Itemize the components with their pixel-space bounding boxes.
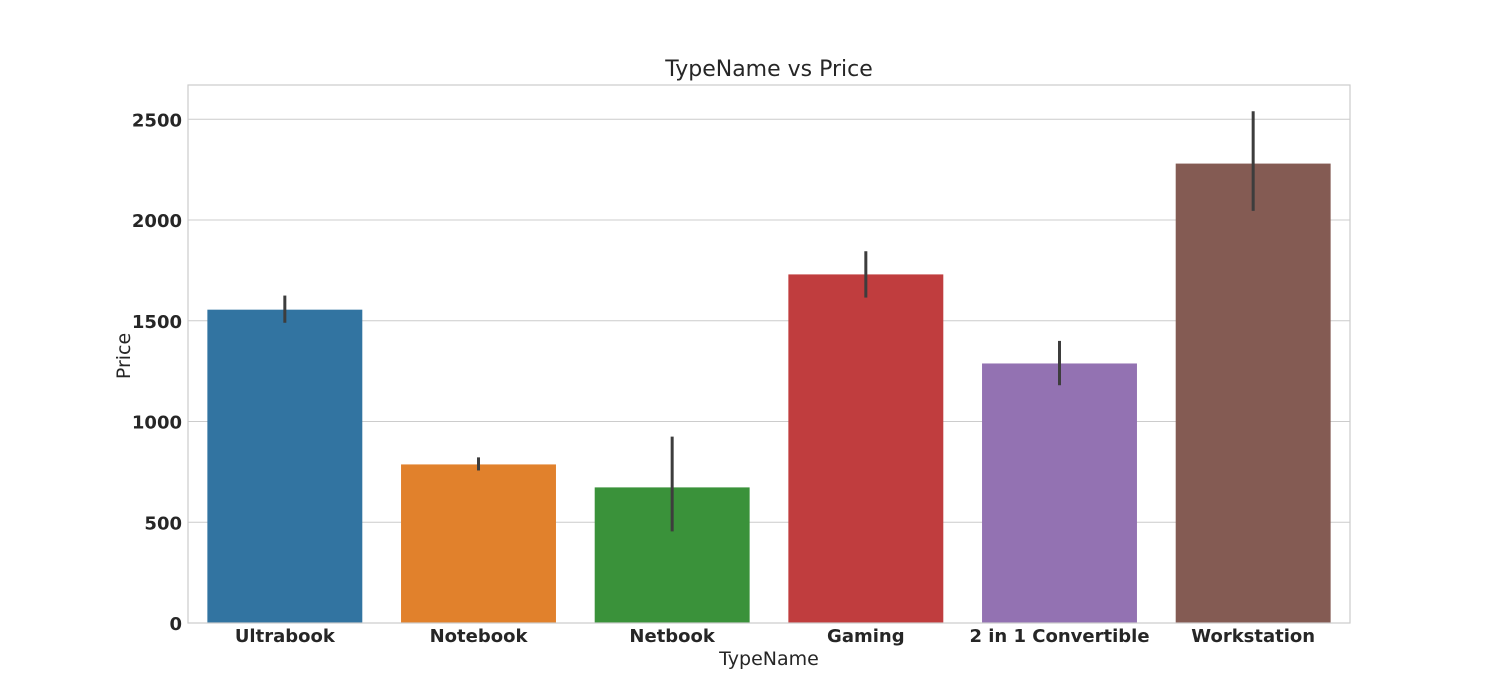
chart-title: TypeName vs Price (664, 57, 873, 82)
bars (207, 163, 1331, 623)
y-tick-labels: 0 500 1000 1500 2000 2500 (132, 110, 182, 635)
y-tick-label: 2500 (132, 110, 182, 131)
x-tick-label: Notebook (430, 626, 529, 647)
x-tick-label: Ultrabook (235, 626, 336, 647)
bar (401, 464, 556, 623)
y-tick-label: 1500 (132, 312, 182, 333)
x-tick-label: Workstation (1191, 626, 1315, 647)
bar (207, 309, 363, 623)
y-tick-label: 0 (169, 614, 182, 635)
x-tick-label: 2 in 1 Convertible (969, 626, 1149, 647)
bar (1175, 163, 1331, 623)
y-gridlines (188, 118, 1350, 523)
plot-frame (187, 84, 1351, 624)
bar (788, 274, 944, 623)
x-tick-label: Netbook (629, 626, 715, 647)
y-tick-label: 500 (144, 513, 182, 534)
error-bars (283, 111, 1255, 532)
x-tick-label: Gaming (827, 626, 905, 647)
x-axis-label: TypeName (718, 648, 819, 670)
x-tick-labels: Ultrabook Notebook Netbook Gaming 2 in 1 Con… (235, 626, 1315, 647)
y-tick-label: 2000 (132, 211, 182, 232)
bar (982, 363, 1137, 623)
y-axis-label: Price (113, 333, 135, 379)
y-tick-label: 1000 (132, 413, 182, 434)
